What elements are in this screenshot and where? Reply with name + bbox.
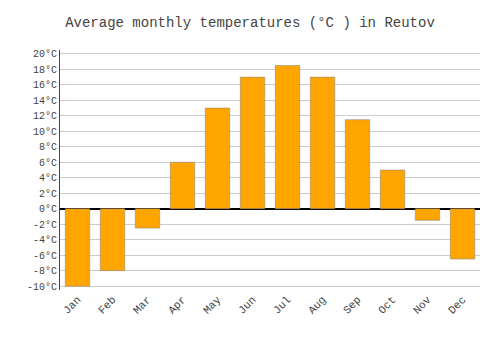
svg-text:Aug: Aug: [306, 294, 328, 316]
svg-text:20°C: 20°C: [33, 49, 57, 60]
svg-text:-8°C: -8°C: [33, 266, 57, 277]
svg-text:Jul: Jul: [271, 294, 293, 316]
svg-text:18°C: 18°C: [33, 65, 57, 76]
svg-text:12°C: 12°C: [33, 111, 57, 122]
svg-text:May: May: [201, 294, 224, 317]
svg-text:Apr: Apr: [166, 294, 188, 316]
svg-text:Nov: Nov: [411, 294, 434, 317]
svg-text:-10°C: -10°C: [27, 282, 57, 293]
svg-text:Jan: Jan: [61, 294, 83, 316]
svg-text:6°C: 6°C: [39, 158, 57, 169]
svg-text:2°C: 2°C: [39, 189, 57, 200]
svg-text:-4°C: -4°C: [33, 235, 57, 246]
svg-text:4°C: 4°C: [39, 173, 57, 184]
svg-text:Feb: Feb: [96, 294, 118, 316]
svg-text:Oct: Oct: [376, 294, 398, 316]
svg-text:Average monthly temperatures (: Average monthly temperatures (°C ) in Re…: [65, 15, 435, 31]
svg-text:10°C: 10°C: [33, 127, 57, 138]
svg-text:Jun: Jun: [236, 294, 258, 316]
svg-text:16°C: 16°C: [33, 80, 57, 91]
svg-text:14°C: 14°C: [33, 96, 57, 107]
svg-text:8°C: 8°C: [39, 142, 57, 153]
svg-text:Sep: Sep: [341, 294, 363, 316]
svg-text:-2°C: -2°C: [33, 220, 57, 231]
svg-text:-6°C: -6°C: [33, 251, 57, 262]
svg-text:Dec: Dec: [446, 294, 468, 316]
svg-text:Mar: Mar: [131, 294, 153, 316]
svg-text:0°C: 0°C: [39, 204, 57, 215]
